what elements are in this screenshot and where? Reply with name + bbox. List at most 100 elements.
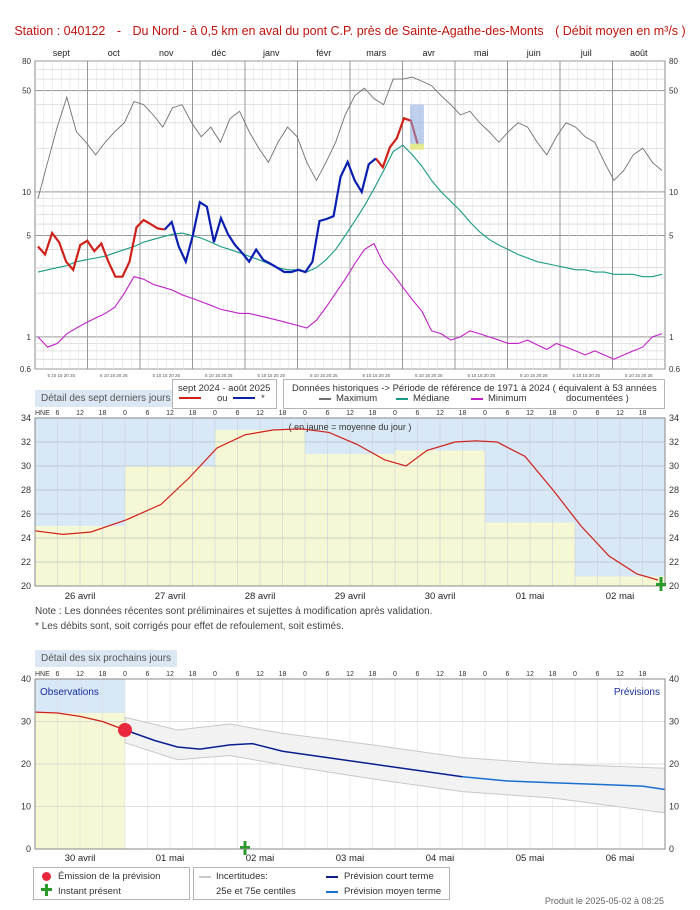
- hour-label: 6: [596, 671, 600, 678]
- hour-label: 6: [56, 410, 60, 417]
- observed-series-line: [37, 218, 165, 278]
- day-label: 28 avril: [245, 591, 276, 602]
- y-tick-label-left: 34: [21, 413, 31, 423]
- legend-median: Médiane: [413, 393, 450, 404]
- med-series-line: [37, 144, 663, 278]
- y-tick-label-right: 5: [669, 232, 674, 241]
- legend-short-line: [326, 876, 338, 878]
- hour-label: 0: [483, 410, 487, 417]
- y-tick-label-right: 0: [669, 844, 674, 854]
- hour-label: 18: [189, 671, 197, 678]
- y-tick-label-right: 10: [669, 802, 679, 812]
- y-tick-label-left: 5: [27, 232, 32, 241]
- month-label: févr: [316, 48, 331, 58]
- note-corrected: * Les débits sont, soit corrigés pour ef…: [35, 621, 344, 632]
- present-marker-bar: [656, 583, 667, 586]
- hour-label: 18: [369, 671, 377, 678]
- y-tick-label-right: 26: [669, 509, 679, 519]
- hour-label: 6: [56, 671, 60, 678]
- month-label: oct: [108, 48, 121, 58]
- title-separator: -: [116, 24, 122, 38]
- legend-red-line: [179, 397, 201, 399]
- hour-label: 12: [616, 671, 624, 678]
- y-tick-label-right: 24: [669, 533, 679, 543]
- legend-band-line: [199, 876, 211, 878]
- day-label: 30 avril: [65, 853, 96, 864]
- legend-short: Prévision court terme: [344, 871, 434, 882]
- production-timestamp: Produit le 2025-05-02 à 08:25: [544, 896, 664, 906]
- hour-label: 18: [99, 410, 107, 417]
- y-tick-label-left: 30: [21, 461, 31, 471]
- annual-flow-chart: 0.6 0.6 1 1 5 5 10 10 50 50 80 80 sept 5 10 15 20 25 o…: [20, 48, 681, 378]
- hour-label: 18: [459, 671, 467, 678]
- day-ticks-label: 5 10 15 20 25: [152, 373, 180, 378]
- hour-label: 0: [123, 410, 127, 417]
- month-label: janv: [262, 48, 280, 58]
- hour-label: 12: [436, 671, 444, 678]
- hour-label: 0: [303, 671, 307, 678]
- y-tick-label-right: 28: [669, 485, 679, 495]
- station-id: Station : 040122: [14, 24, 106, 38]
- day-ticks-label: 5 10 15 20 25: [520, 373, 548, 378]
- day-ticks-label: 5 10 15 20 25: [47, 373, 75, 378]
- present-marker-bar: [240, 846, 250, 849]
- y-tick-label-left: 28: [21, 485, 31, 495]
- y-tick-label-left: 30: [21, 717, 31, 727]
- legend-historical: Données historiques -> Période de référe…: [292, 383, 657, 394]
- legend-present: Instant présent: [58, 886, 121, 897]
- station-location: Du Nord - à 0,5 km en aval du pont C.P. …: [132, 24, 544, 38]
- seven-day-chart: 20 20 22 22 24 24 26 26 28 28 30 30 32 32 34 34 HNE 6 12 18…: [21, 410, 679, 602]
- tab-six-days[interactable]: Détail des six prochains jours: [35, 650, 178, 667]
- day-label: 30 avril: [425, 591, 456, 602]
- emission-marker-icon: [42, 872, 51, 881]
- month-label: mai: [474, 48, 489, 58]
- hour-label: 12: [166, 410, 174, 417]
- hour-label: 18: [459, 410, 467, 417]
- day-ticks-label: 5 10 15 20 25: [415, 373, 443, 378]
- legend-blue-line: [233, 397, 255, 399]
- hour-label: 6: [506, 671, 510, 678]
- y-tick-label-left: 50: [22, 87, 31, 96]
- hour-label: 6: [416, 410, 420, 417]
- plot-frame: [34, 417, 666, 587]
- day-ticks-label: 5 10 15 20 25: [205, 373, 233, 378]
- y-tick-label-right: 80: [669, 57, 678, 66]
- y-tick-label-left: 10: [21, 802, 31, 812]
- y-tick-label-left: 32: [21, 437, 31, 447]
- mean-caption: ( en jaune = moyenne du jour ): [289, 422, 412, 432]
- legend-medium-line: [326, 891, 338, 893]
- legend-emission: Émission de la prévision: [58, 871, 161, 882]
- forecast-label: Prévisions: [614, 687, 660, 698]
- y-tick-label-right: 30: [669, 461, 679, 471]
- y-tick-label-right: 10: [669, 188, 678, 197]
- hour-label: 0: [123, 671, 127, 678]
- day-label: 06 mai: [606, 853, 635, 864]
- legend-max-line: [319, 398, 331, 400]
- legend-historical-box: Données historiques -> Période de référe…: [283, 379, 665, 409]
- hour-label: 12: [256, 671, 264, 678]
- medium-term-forecast-line: [462, 776, 666, 791]
- y-tick-label-left: 20: [21, 581, 31, 591]
- hour-label: 18: [279, 410, 287, 417]
- hour-label: 12: [76, 671, 84, 678]
- hour-label: 12: [526, 671, 534, 678]
- hne-label: HNE: [35, 671, 50, 678]
- y-tick-label-right: 1: [669, 333, 674, 342]
- hour-label: 0: [483, 671, 487, 678]
- legend-star: *: [261, 393, 265, 404]
- y-tick-label-left: 22: [21, 557, 31, 567]
- tab-seven-days[interactable]: Détail des sept derniers jours: [35, 390, 177, 407]
- highlight-mean-box: [410, 143, 424, 150]
- day-label: 01 mai: [156, 853, 185, 864]
- max-series-line: [37, 76, 663, 199]
- y-tick-label-right: 34: [669, 413, 679, 423]
- month-label: juil: [580, 48, 592, 58]
- y-tick-label-left: 0: [26, 844, 31, 854]
- y-tick-label-right: 32: [669, 437, 679, 447]
- hour-label: 18: [639, 671, 647, 678]
- y-tick-label-right: 20: [669, 759, 679, 769]
- legend-med-line: [396, 398, 408, 400]
- y-tick-label-left: 40: [21, 674, 31, 684]
- day-ticks-label: 5 10 15 20 25: [625, 373, 653, 378]
- month-label: août: [630, 48, 648, 58]
